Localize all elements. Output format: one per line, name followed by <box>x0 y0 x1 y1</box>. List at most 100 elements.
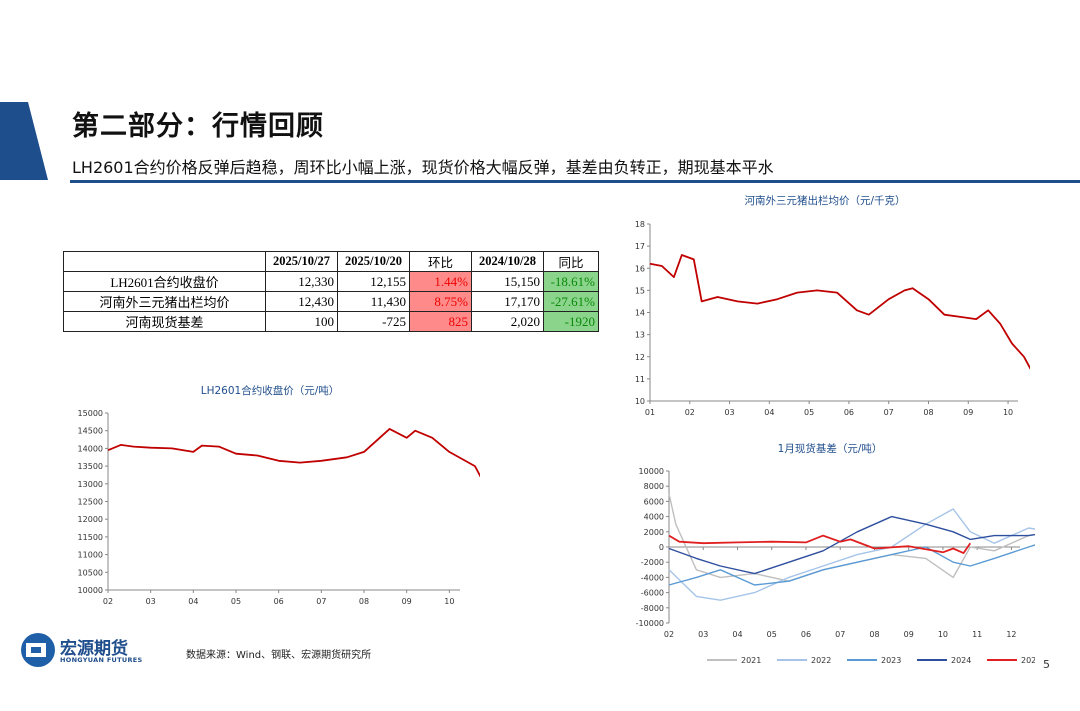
table-cell: 100 <box>265 311 338 332</box>
y-tick-label: 12500 <box>78 498 103 507</box>
series-line-2023 <box>668 544 1035 586</box>
table-cell: -18.61% <box>543 271 599 292</box>
futures-price-chart: LH2601合约收盘价（元/吨） 10000 10500 11000 11500 1200… <box>78 384 480 606</box>
x-tick-label: 06 <box>801 630 811 639</box>
legend-label: 2023 <box>881 656 901 665</box>
x-tick-label: 04 <box>764 408 774 417</box>
x-tick-label: 07 <box>316 597 326 606</box>
table-cell: 12,330 <box>265 271 338 292</box>
row-label: 河南外三元猪出栏均价 <box>63 291 266 312</box>
legend-label: 2022 <box>811 656 831 665</box>
x-tick-label: 05 <box>231 597 241 606</box>
x-tick-label: 03 <box>698 630 708 639</box>
row-label: 河南现货基差 <box>63 311 266 332</box>
y-tick-label: 13 <box>635 331 645 340</box>
logo-text-cn: 宏源期货 <box>60 639 128 659</box>
y-tick-label: 10000 <box>78 586 103 595</box>
table-cell: 1.44% <box>409 271 472 292</box>
x-tick-label: 10 <box>1003 408 1013 417</box>
table-header-cell <box>63 251 266 272</box>
table-row: 河南外三元猪出栏均价 12,430 11,430 8.75% 17,170 -2… <box>63 291 599 312</box>
x-tick-label: 06 <box>274 597 284 606</box>
row-label: LH2601合约收盘价 <box>63 271 266 292</box>
y-tick-label: 11 <box>635 375 645 384</box>
table-row: 河南现货基差 100 -725 825 2,020 -1920 <box>63 311 599 332</box>
series-line-2022 <box>668 508 1035 601</box>
page-title: 第二部分：行情回顾 <box>72 111 324 142</box>
chart-title: 河南外三元猪出栏均价（元/千克） <box>744 194 905 207</box>
x-tick-label: 04 <box>732 630 742 639</box>
x-tick-label: 11 <box>972 630 982 639</box>
series-line-main <box>107 428 480 478</box>
y-tick-label: 15000 <box>78 409 103 418</box>
table-header-cell: 同比 <box>543 251 599 272</box>
x-tick-label: 06 <box>844 408 854 417</box>
y-tick-label: 14000 <box>78 444 103 453</box>
table-cell: 2,020 <box>471 311 544 332</box>
x-tick-label: 08 <box>359 597 369 606</box>
y-tick-label: 14 <box>635 309 645 318</box>
legend-label: 2025 <box>1021 656 1035 665</box>
x-tick-label: 01 <box>645 408 655 417</box>
y-tick-label: 6000 <box>644 497 664 506</box>
chart-title: 1月现货基差（元/吨） <box>778 442 883 455</box>
y-tick-label: 10000 <box>639 467 664 476</box>
x-tick-label: 08 <box>923 408 933 417</box>
table-cell: 12,430 <box>265 291 338 312</box>
y-tick-label: 4000 <box>644 513 664 522</box>
x-tick-label: 09 <box>402 597 412 606</box>
x-tick-label: 05 <box>767 630 777 639</box>
spot-price-chart: 河南外三元猪出栏均价（元/千克） 10 11 12 13 14 15 16 17 18 01 02 03… <box>635 194 1030 417</box>
table-header-row: 2025/10/27 2025/10/20 环比 2024/10/28 同比 <box>63 251 599 272</box>
y-tick-label: -2000 <box>641 558 664 567</box>
y-tick-label: 16 <box>635 264 645 273</box>
y-tick-label: 10 <box>635 397 645 406</box>
x-tick-label: 10 <box>444 597 454 606</box>
y-tick-label: -8000 <box>641 604 664 613</box>
chart-title: LH2601合约收盘价（元/吨） <box>201 384 340 397</box>
table-cell: 17,170 <box>471 291 544 312</box>
x-tick-label: 09 <box>963 408 973 417</box>
y-tick-label: 12 <box>635 353 645 362</box>
y-tick-label: -6000 <box>641 589 664 598</box>
y-tick-label: 12000 <box>78 515 103 524</box>
legend-label: 2021 <box>741 656 761 665</box>
table-cell: 12,155 <box>337 271 410 292</box>
table-cell: -27.61% <box>543 291 599 312</box>
basis-chart: 1月现货基差（元/吨）-10000-8000-6000-4000-2000020… <box>636 442 1035 665</box>
series-line-2024 <box>668 515 1035 575</box>
header-divider <box>70 180 1080 183</box>
table-header-cell: 2024/10/28 <box>471 251 544 272</box>
x-tick-label: 05 <box>804 408 814 417</box>
table-cell: 15,150 <box>471 271 544 292</box>
data-source-note: 数据来源：Wind、钢联、宏源期货研究所 <box>186 650 372 661</box>
y-tick-label: -4000 <box>641 573 664 582</box>
page-subtitle: LH2601合约价格反弹后趋稳，周环比小幅上涨，现货价格大幅反弹，基差由负转正，… <box>72 158 774 177</box>
legend-label: 2024 <box>951 656 971 665</box>
table-header-cell: 环比 <box>409 251 472 272</box>
x-tick-label: 08 <box>869 630 879 639</box>
logo-text-en: HONGYUAN FUTURES <box>60 656 143 664</box>
table-cell: -1920 <box>543 311 599 332</box>
table-cell: 11,430 <box>337 291 410 312</box>
y-tick-label: -10000 <box>636 619 664 628</box>
series-line-main <box>649 254 1030 370</box>
x-tick-label: 02 <box>103 597 113 606</box>
table-header-cell: 2025/10/20 <box>337 251 410 272</box>
x-tick-label: 07 <box>835 630 845 639</box>
x-tick-label: 09 <box>904 630 914 639</box>
y-tick-label: 13000 <box>78 480 103 489</box>
y-tick-label: 15 <box>635 286 645 295</box>
header-accent-tab <box>0 102 48 180</box>
y-tick-label: 10500 <box>78 568 103 577</box>
x-tick-label: 07 <box>884 408 894 417</box>
table-row: LH2601合约收盘价 12,330 12,155 1.44% 15,150 -… <box>63 271 599 292</box>
y-tick-label: 13500 <box>78 462 103 471</box>
y-tick-label: 2000 <box>644 528 664 537</box>
y-tick-label: 18 <box>635 220 645 229</box>
table-header-cell: 2025/10/27 <box>265 251 338 272</box>
y-tick-label: 11000 <box>78 551 103 560</box>
price-summary-table: 2025/10/27 2025/10/20 环比 2024/10/28 同比 L… <box>63 251 599 332</box>
table-cell: 8.75% <box>409 291 472 312</box>
x-tick-label: 03 <box>724 408 734 417</box>
